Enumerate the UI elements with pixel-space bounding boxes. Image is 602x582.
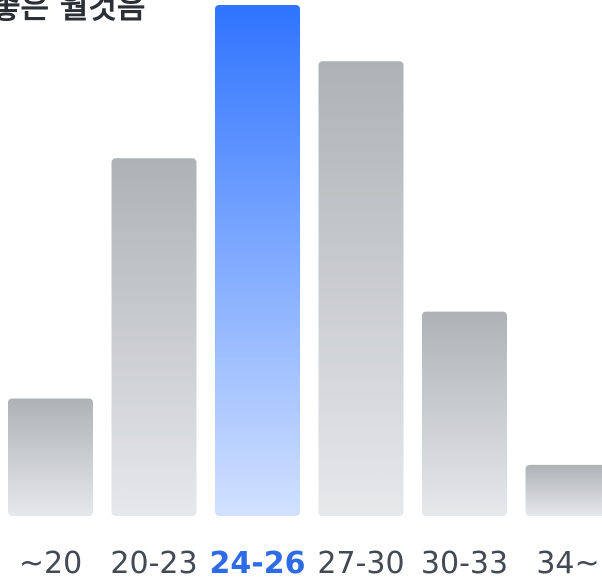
- category-label-6: 34~: [536, 546, 599, 578]
- bar-6: [526, 465, 602, 516]
- category-label-4: 27-30: [317, 546, 404, 578]
- category-label-3: 24-26: [210, 546, 306, 578]
- bar-1: [8, 399, 93, 517]
- bar-3-highlighted: [215, 5, 300, 516]
- chart-title: 좋은 월것음: [0, 0, 145, 27]
- category-label-5: 30-33: [421, 546, 508, 578]
- category-label-1: ~20: [19, 546, 82, 578]
- bar-2: [112, 158, 197, 516]
- category-labels-group: ~20 20-23 24-26 27-30 30-33 34~: [19, 546, 600, 578]
- bar-5: [422, 312, 507, 516]
- category-label-2: 20-23: [110, 546, 197, 578]
- bar-4: [319, 61, 404, 516]
- bars-group: [8, 5, 602, 516]
